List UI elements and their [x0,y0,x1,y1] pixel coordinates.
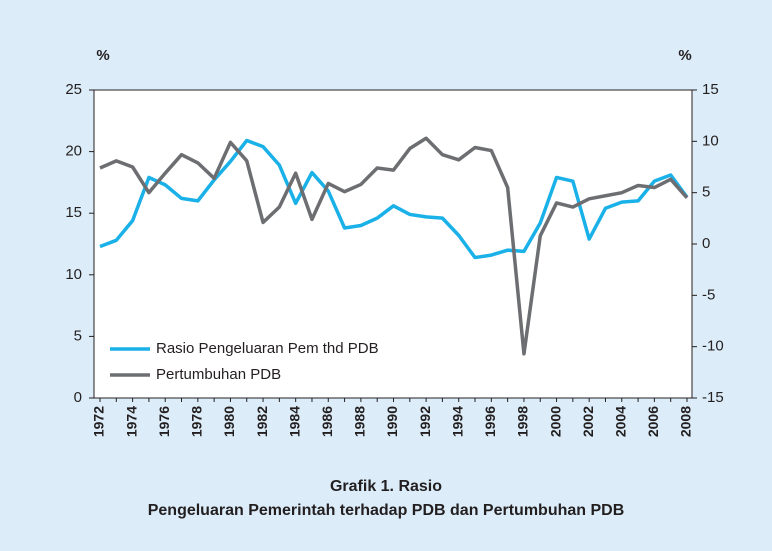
y-tick-label: 25 [65,81,82,98]
x-tick-label: 1982 [254,406,270,437]
x-tick-label: 1978 [189,406,205,437]
x-tick-label: 1976 [156,406,172,437]
y-tick-label: 0 [74,389,82,406]
x-tick-label: 1986 [319,406,335,437]
chart-title: Grafik 1. Rasio [330,478,442,495]
legend-label: Rasio Pengeluaran Pem thd PDB [156,340,379,357]
y2-tick-label: -5 [702,286,715,303]
x-tick-label: 1988 [352,406,368,437]
y-tick-label: 20 [65,143,82,160]
y-axis-label: % [96,47,109,64]
y2-tick-label: -15 [702,389,724,406]
line-series [99,136,689,356]
y-tick-label: 5 [74,327,82,344]
x-tick-label: 1996 [482,406,498,437]
x-tick-label: 1984 [286,406,302,437]
plot-area [93,89,693,399]
x-tick-label: 2008 [678,406,694,437]
y2-tick-label: 5 [702,184,710,201]
y-tick-label: 15 [65,204,82,221]
x-tick-label: 2000 [547,406,563,437]
x-tick-label: 2006 [645,406,661,437]
x-tick-label: 2004 [612,406,628,437]
legend-label: Pertumbuhan PDB [156,366,281,383]
y2-tick-label: 15 [702,81,719,98]
y-tick-label: 10 [65,266,82,283]
x-tick-label: 1980 [221,406,237,437]
x-tick-label: 1994 [449,406,465,437]
y2-tick-label: 0 [702,235,710,252]
x-tick-label: 2002 [580,406,596,437]
x-tick-label: 1998 [515,406,531,437]
chart-title: Pengeluaran Pemerintah terhadap PDB dan … [148,502,625,519]
x-tick-label: 1990 [384,406,400,437]
y2-axis-label: % [678,47,691,64]
y2-tick-label: 10 [702,132,719,149]
y2-tick-label: -10 [702,338,724,355]
line-series [99,138,689,260]
x-tick-label: 1992 [417,406,433,437]
x-tick-label: 1972 [91,406,107,437]
x-tick-label: 1974 [123,406,139,437]
